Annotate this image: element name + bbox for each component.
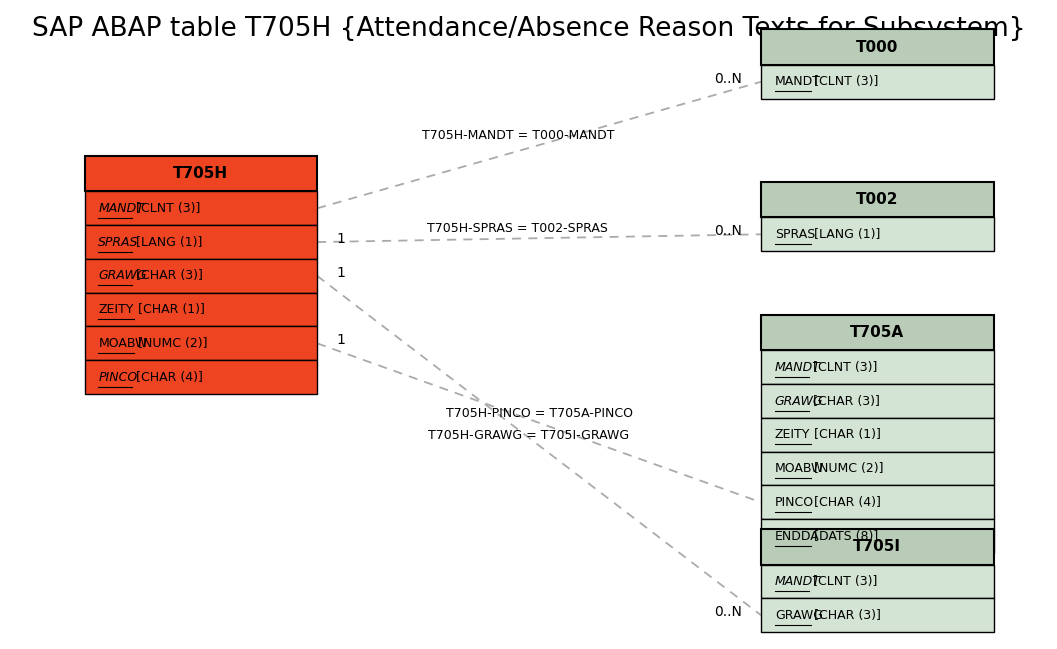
Text: T705H-GRAWG = T705I-GRAWG: T705H-GRAWG = T705I-GRAWG xyxy=(428,429,629,443)
Bar xyxy=(761,315,994,350)
Text: PINCO: PINCO xyxy=(775,496,814,509)
Text: [CLNT (3)]: [CLNT (3)] xyxy=(813,575,877,588)
Text: MANDT: MANDT xyxy=(775,575,820,588)
Text: SPRAS: SPRAS xyxy=(775,228,815,241)
Text: [LANG (1)]: [LANG (1)] xyxy=(814,228,880,241)
Text: [CLNT (3)]: [CLNT (3)] xyxy=(814,75,878,88)
Bar xyxy=(761,217,994,251)
Bar xyxy=(761,65,994,99)
Text: GRAWG [CHAR (3)]: GRAWG [CHAR (3)] xyxy=(775,609,893,622)
Text: MOABW [NUMC (2)]: MOABW [NUMC (2)] xyxy=(98,337,221,350)
Text: [CHAR (1)]: [CHAR (1)] xyxy=(137,303,205,316)
Bar xyxy=(761,182,994,217)
Text: MANDT: MANDT xyxy=(98,202,144,215)
Text: [CLNT (3)]: [CLNT (3)] xyxy=(136,202,201,215)
Text: GRAWG: GRAWG xyxy=(775,395,823,408)
Text: [DATS (8)]: [DATS (8)] xyxy=(814,530,878,543)
Text: MANDT [CLNT (3)]: MANDT [CLNT (3)] xyxy=(775,361,889,374)
Text: SPRAS [LANG (1)]: SPRAS [LANG (1)] xyxy=(98,236,209,249)
Bar xyxy=(761,519,994,553)
Text: 1: 1 xyxy=(336,232,345,246)
Bar xyxy=(761,418,994,452)
Bar xyxy=(85,156,317,191)
Text: T705H-PINCO = T705A-PINCO: T705H-PINCO = T705A-PINCO xyxy=(446,406,632,419)
Text: ZEITY [CHAR (1)]: ZEITY [CHAR (1)] xyxy=(98,303,205,316)
Text: GRAWG [CHAR (3)]: GRAWG [CHAR (3)] xyxy=(775,395,893,408)
Text: [CHAR (4)]: [CHAR (4)] xyxy=(136,371,203,384)
Text: [NUMC (2)]: [NUMC (2)] xyxy=(137,337,207,350)
Text: GRAWG: GRAWG xyxy=(98,269,147,282)
Bar xyxy=(761,565,994,598)
Text: 1: 1 xyxy=(336,333,345,347)
Text: SAP ABAP table T705H {Attendance/Absence Reason Texts for Subsystem}: SAP ABAP table T705H {Attendance/Absence… xyxy=(32,16,1025,42)
Text: ZEITY: ZEITY xyxy=(98,303,133,316)
Text: MANDT [CLNT (3)]: MANDT [CLNT (3)] xyxy=(775,575,889,588)
Text: MANDT [CLNT (3)]: MANDT [CLNT (3)] xyxy=(98,202,212,215)
Text: MANDT [CLNT (3)]: MANDT [CLNT (3)] xyxy=(775,75,889,88)
Bar xyxy=(85,225,317,259)
Bar xyxy=(761,29,994,65)
Text: [CHAR (3)]: [CHAR (3)] xyxy=(814,609,882,622)
Text: MANDT: MANDT xyxy=(775,75,821,88)
Text: [CHAR (1)]: [CHAR (1)] xyxy=(814,428,882,441)
Text: ZEITY: ZEITY xyxy=(775,428,810,441)
Bar xyxy=(761,452,994,485)
Text: T705I: T705I xyxy=(853,539,902,554)
Text: PINCO: PINCO xyxy=(98,371,137,384)
Text: MOABW: MOABW xyxy=(775,462,824,475)
Text: GRAWG [CHAR (3)]: GRAWG [CHAR (3)] xyxy=(98,269,217,282)
Text: 1: 1 xyxy=(336,265,345,280)
Text: MOABW: MOABW xyxy=(98,337,148,350)
Text: 0..N: 0..N xyxy=(715,71,742,86)
Text: [NUMC (2)]: [NUMC (2)] xyxy=(814,462,884,475)
Bar xyxy=(85,259,317,293)
Text: [CHAR (3)]: [CHAR (3)] xyxy=(813,395,879,408)
Text: [CHAR (3)]: [CHAR (3)] xyxy=(136,269,203,282)
Text: T000: T000 xyxy=(856,40,898,55)
Text: T002: T002 xyxy=(856,192,898,207)
Text: T705H-SPRAS = T002-SPRAS: T705H-SPRAS = T002-SPRAS xyxy=(427,222,609,235)
Text: [LANG (1)]: [LANG (1)] xyxy=(136,236,202,249)
Text: ZEITY [CHAR (1)]: ZEITY [CHAR (1)] xyxy=(775,428,882,441)
Bar xyxy=(85,191,317,225)
Bar xyxy=(761,485,994,519)
Bar xyxy=(761,384,994,418)
Bar xyxy=(761,598,994,632)
Text: 0..N: 0..N xyxy=(715,605,742,619)
Text: MOABW [NUMC (2)]: MOABW [NUMC (2)] xyxy=(775,462,897,475)
Bar xyxy=(761,350,994,384)
Text: SPRAS [LANG (1)]: SPRAS [LANG (1)] xyxy=(775,228,886,241)
Bar xyxy=(761,529,994,565)
Text: 0..N: 0..N xyxy=(715,224,742,238)
Text: PINCO [CHAR (4)]: PINCO [CHAR (4)] xyxy=(98,371,208,384)
Text: GRAWG: GRAWG xyxy=(775,609,822,622)
Text: MANDT: MANDT xyxy=(775,361,820,374)
Text: T705A: T705A xyxy=(850,325,905,340)
Text: ENDDA [DATS (8)]: ENDDA [DATS (8)] xyxy=(775,530,888,543)
Text: PINCO [CHAR (4)]: PINCO [CHAR (4)] xyxy=(775,496,885,509)
Text: T705H-MANDT = T000-MANDT: T705H-MANDT = T000-MANDT xyxy=(422,129,614,142)
Text: [CHAR (4)]: [CHAR (4)] xyxy=(814,496,882,509)
Bar xyxy=(85,360,317,394)
Text: SPRAS: SPRAS xyxy=(98,236,138,249)
Text: ENDDA: ENDDA xyxy=(775,530,819,543)
Bar xyxy=(85,293,317,326)
Bar xyxy=(85,326,317,360)
Text: [CLNT (3)]: [CLNT (3)] xyxy=(813,361,877,374)
Text: T705H: T705H xyxy=(173,166,228,181)
